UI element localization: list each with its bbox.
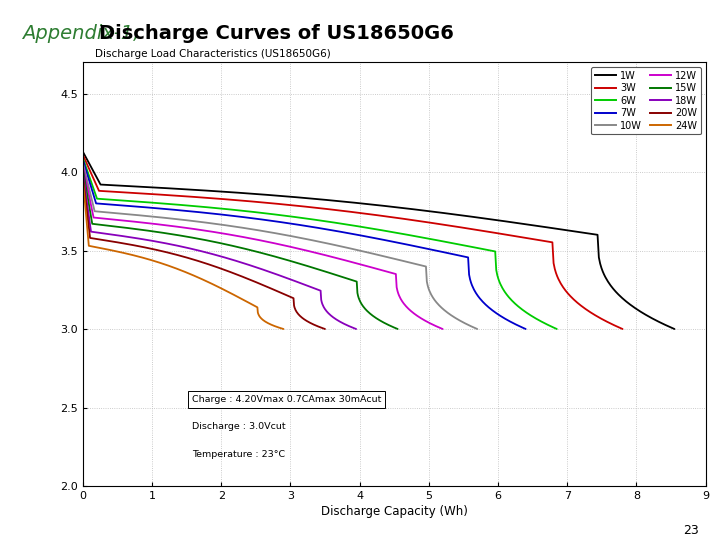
Text: Discharge : 3.0Vcut: Discharge : 3.0Vcut (192, 422, 285, 431)
Text: 23: 23 (683, 524, 698, 537)
Legend: 1W, 3W, 6W, 7W, 10W, 12W, 15W, 18W, 20W, 24W: 1W, 3W, 6W, 7W, 10W, 12W, 15W, 18W, 20W,… (590, 67, 701, 134)
Text: Discharge Load Characteristics (US18650G6): Discharge Load Characteristics (US18650G… (95, 49, 331, 58)
Text: Discharge Curves of US18650G6: Discharge Curves of US18650G6 (99, 24, 454, 43)
X-axis label: Discharge Capacity (Wh): Discharge Capacity (Wh) (321, 505, 467, 518)
Text: Charge : 4.20Vmax 0.7CAmax 30mAcut: Charge : 4.20Vmax 0.7CAmax 30mAcut (192, 395, 381, 404)
Text: Appendix-1;: Appendix-1; (22, 24, 145, 43)
Text: Temperature : 23°C: Temperature : 23°C (192, 450, 285, 459)
